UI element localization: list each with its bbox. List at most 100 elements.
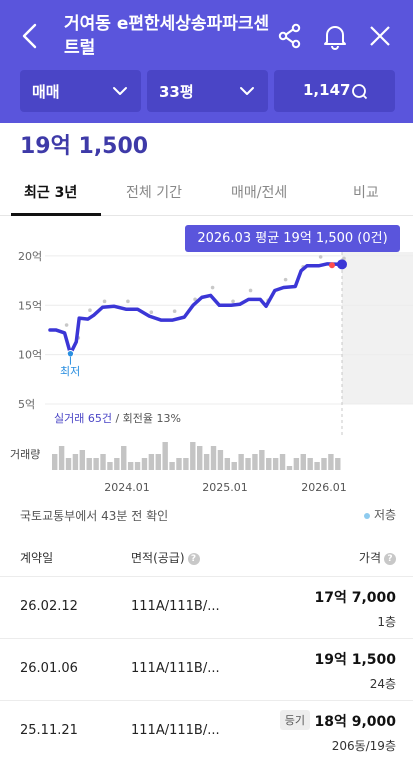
turnover-rate: / 회전율 13% [111, 412, 181, 425]
volume-bar [93, 458, 99, 470]
y-tick-label: 5억 [18, 398, 35, 411]
x-axis: 2024.01 2025.01 2026.01 [104, 481, 347, 494]
volume-bar [100, 454, 106, 470]
volume-bar [203, 454, 210, 470]
trade-point [88, 308, 92, 313]
row-date: 26.01.06 [20, 661, 78, 676]
tab-sale-jeonse[interactable]: 매매/전세 [231, 185, 288, 201]
low-label: 최저 [60, 365, 80, 378]
table-row[interactable]: 25.11.21 111A/111B/... 등기 18억 9,000 206동… [0, 700, 413, 762]
y-axis: 20억 15억 10억 5억 [18, 250, 42, 411]
col-price-label: 가격 [358, 551, 381, 565]
volume-bar [79, 450, 86, 470]
trade-point [283, 277, 288, 282]
volume-bar [58, 446, 65, 470]
volume-bars [52, 442, 341, 470]
chevron-left-icon[interactable] [18, 22, 42, 50]
volume-bar [231, 462, 237, 470]
volume-bar [72, 454, 79, 470]
current-point-marker[interactable] [337, 259, 347, 270]
row-area: 111A/111B/... [131, 661, 220, 676]
trade-point [172, 309, 177, 314]
row-floor: 24층 [369, 677, 396, 691]
volume-bar [148, 454, 155, 470]
help-icon[interactable]: ? [384, 552, 396, 565]
row-price: 19억 1,500 [314, 652, 396, 668]
volume-bar [224, 458, 231, 470]
table-row[interactable]: 26.02.12 111A/111B/... 17억 7,000 1층 [0, 576, 413, 638]
col-area[interactable]: 면적(공급)? [131, 549, 200, 566]
volume-bar [134, 462, 141, 470]
col-contract-date: 계약일 [20, 551, 54, 565]
volume-bar [266, 458, 272, 470]
current-price: 19억 1,500 [20, 134, 149, 159]
volume-bar [335, 458, 341, 470]
active-tab-indicator [11, 213, 101, 216]
volume-bar [65, 458, 72, 470]
help-icon[interactable]: ? [187, 552, 200, 565]
volume-bar [307, 458, 313, 470]
deal-count: 실거래 65건 [54, 412, 112, 425]
x-tick-label: 2024.01 [104, 481, 150, 494]
share-icon[interactable] [276, 22, 304, 50]
volume-bar [300, 454, 306, 470]
volume-bar [169, 462, 175, 470]
row-price: 18억 9,000 [314, 714, 396, 730]
volume-bar [272, 458, 279, 470]
volume-bar [286, 466, 293, 470]
deal-type-select[interactable]: 매매 [20, 70, 141, 112]
period-tabs: 최근 3년 전체 기간 매매/전세 비교 [0, 170, 413, 216]
col-area-label: 면적(공급) [131, 551, 185, 565]
volume-bar [252, 454, 258, 470]
volume-bar [114, 458, 120, 470]
row-date: 25.11.21 [20, 723, 78, 738]
tab-recent-3y[interactable]: 최근 3년 [24, 185, 78, 201]
volume-bar [279, 454, 286, 470]
chevron-down-icon [113, 87, 127, 95]
volume-bar [314, 462, 320, 470]
y-tick-label: 20억 [18, 250, 42, 263]
volume-bar [238, 454, 244, 470]
forecast-shade [342, 252, 413, 404]
trade-point [231, 299, 235, 304]
low-point-marker[interactable] [66, 349, 75, 358]
volume-bar [176, 458, 182, 470]
search-icon [352, 84, 368, 100]
tab-all-period[interactable]: 전체 기간 [126, 185, 182, 201]
volume-bar [217, 450, 224, 470]
volume-bar [328, 454, 334, 470]
volume-bar [259, 450, 265, 470]
trade-point [64, 323, 69, 327]
trade-point [318, 255, 323, 259]
price-chart[interactable]: 20억 15억 10억 5억 최저 2024.01 2025.01 2026.01 [0, 216, 413, 496]
table-row[interactable]: 26.01.06 111A/111B/... 19억 1,500 24층 [0, 638, 413, 700]
deal-info: 실거래 65건 / 회전율 13% [54, 410, 181, 426]
listing-search-button[interactable]: 1,147 [274, 70, 395, 112]
chart-markers [66, 259, 347, 365]
volume-bar [245, 458, 251, 470]
app-header: 거여동 e편한세상송파파크센트럴 매매 33평 1,147 [0, 0, 413, 123]
volume-bar [155, 454, 161, 470]
close-icon[interactable] [366, 22, 394, 50]
volume-bar [52, 454, 58, 470]
size-select[interactable]: 33평 [147, 70, 268, 112]
volume-bar [162, 442, 168, 470]
deal-type-label: 매매 [32, 83, 60, 101]
volume-bar [86, 458, 92, 470]
page-title: 거여동 e편한세상송파파크센트럴 [64, 14, 270, 58]
data-source: 국토교통부에서 43분 전 확인 [20, 509, 169, 523]
row-floor: 1층 [377, 615, 396, 629]
bell-icon[interactable] [321, 22, 349, 50]
legend-low-floor: 저층 [364, 506, 396, 523]
volume-bar [127, 462, 134, 470]
volume-bar [321, 458, 327, 470]
volume-bar [190, 442, 196, 470]
trade-point [193, 297, 197, 302]
registered-badge: 등기 [279, 710, 310, 730]
tab-compare[interactable]: 비교 [353, 185, 379, 201]
col-price[interactable]: 가격? [359, 549, 396, 566]
row-price: 17억 7,000 [314, 590, 396, 606]
volume-bar [121, 446, 127, 470]
recent-trade-marker[interactable] [329, 262, 335, 269]
row-date: 26.02.12 [20, 599, 78, 614]
